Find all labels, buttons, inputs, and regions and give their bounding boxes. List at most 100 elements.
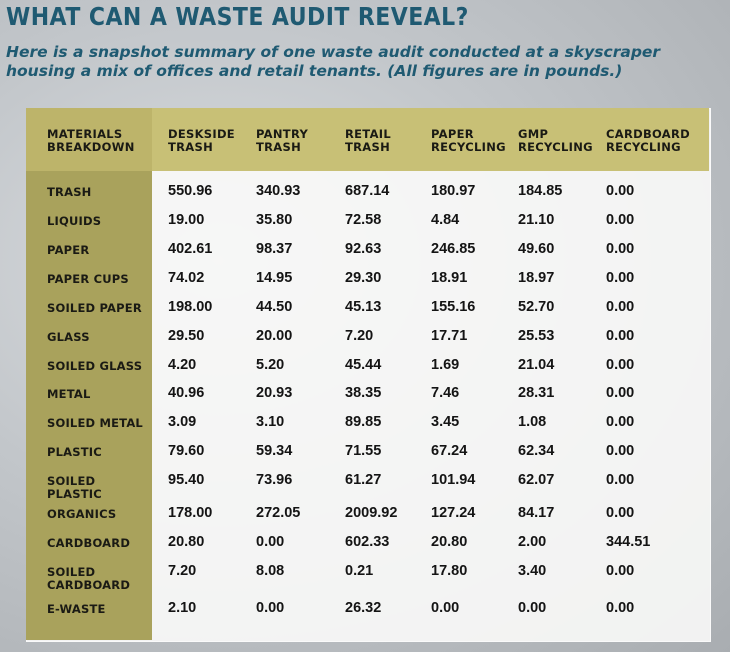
table-cell: 155.16 [431, 299, 476, 315]
table-cell: 402.61 [168, 241, 213, 257]
table-cell: 20.80 [168, 534, 205, 550]
table-cell: 0.00 [606, 600, 635, 616]
table-cell: 21.10 [518, 212, 555, 228]
row-label-glass: GLASS [47, 330, 90, 344]
table-cell: 0.00 [606, 299, 635, 315]
row-label-e-waste: E-WASTE [47, 602, 106, 616]
table-cell: 45.44 [345, 357, 382, 373]
row-label-organics: ORGANICS [47, 507, 117, 521]
page-subtitle: Here is a snapshot summary of one waste … [6, 43, 661, 80]
page-title: WHAT CAN A WASTE AUDIT REVEAL? [6, 2, 469, 31]
table-cell: 49.60 [518, 241, 555, 257]
column-header-deskside-trash: DESKSIDE TRASH [168, 127, 235, 154]
table-cell: 20.80 [431, 534, 468, 550]
table-cell: 550.96 [168, 183, 213, 199]
table-cell: 0.21 [345, 563, 374, 579]
row-label-column [26, 108, 152, 640]
table-cell: 7.20 [168, 563, 197, 579]
column-header-paper-recycling: PAPER RECYCLING [431, 127, 506, 154]
table-cell: 4.84 [431, 212, 460, 228]
table-cell: 0.00 [606, 183, 635, 199]
table-cell: 95.40 [168, 472, 205, 488]
table-cell: 2009.92 [345, 505, 398, 521]
table-cell: 67.24 [431, 443, 468, 459]
row-label-paper-cups: PAPER CUPS [47, 272, 129, 286]
table-cell: 61.27 [345, 472, 382, 488]
table-cell: 0.00 [256, 534, 285, 550]
table-cell: 19.00 [168, 212, 205, 228]
row-label-plastic: PLASTIC [47, 445, 102, 459]
row-label-metal: METAL [47, 387, 91, 401]
table-cell: 184.85 [518, 183, 563, 199]
table-cell: 340.93 [256, 183, 301, 199]
table-cell: 3.45 [431, 414, 460, 430]
table-cell: 29.50 [168, 328, 205, 344]
table-cell: 344.51 [606, 534, 651, 550]
table-cell: 72.58 [345, 212, 382, 228]
row-label-liquids: LIQUIDS [47, 214, 102, 228]
table-cell: 4.20 [168, 357, 197, 373]
table-cell: 45.13 [345, 299, 382, 315]
table-cell: 2.00 [518, 534, 547, 550]
table-cell: 28.31 [518, 385, 555, 401]
table-cell: 0.00 [606, 328, 635, 344]
table-cell: 98.37 [256, 241, 293, 257]
table-cell: 0.00 [431, 600, 460, 616]
table-cell: 1.69 [431, 357, 460, 373]
table-cell: 89.85 [345, 414, 382, 430]
table-cell: 8.08 [256, 563, 285, 579]
table-cell: 3.09 [168, 414, 197, 430]
table-cell: 0.00 [606, 241, 635, 257]
table-cell: 0.00 [606, 270, 635, 286]
table-cell: 14.95 [256, 270, 293, 286]
table-cell: 180.97 [431, 183, 476, 199]
table-cell: 79.60 [168, 443, 205, 459]
table-cell: 0.00 [606, 414, 635, 430]
table-cell: 0.00 [518, 600, 547, 616]
table-cell: 38.35 [345, 385, 382, 401]
table-cell: 26.32 [345, 600, 382, 616]
table-cell: 0.00 [606, 212, 635, 228]
table-cell: 687.14 [345, 183, 390, 199]
row-label-soiled-plastic: SOILED PLASTIC [47, 474, 102, 501]
table-cell: 0.00 [606, 385, 635, 401]
row-label-soiled-glass: SOILED GLASS [47, 359, 143, 373]
column-header-pantry-trash: PANTRY TRASH [256, 127, 309, 154]
table-cell: 602.33 [345, 534, 390, 550]
table-cell: 71.55 [345, 443, 382, 459]
table-cell: 92.63 [345, 241, 382, 257]
row-label-paper: PAPER [47, 243, 90, 257]
table-cell: 18.91 [431, 270, 468, 286]
table-cell: 272.05 [256, 505, 301, 521]
row-label-trash: TRASH [47, 185, 92, 199]
table-cell: 25.53 [518, 328, 555, 344]
table-cell: 59.34 [256, 443, 293, 459]
table-cell: 40.96 [168, 385, 205, 401]
header-materials-breakdown: MATERIALS BREAKDOWN [47, 127, 135, 154]
table-cell: 3.10 [256, 414, 285, 430]
table-cell: 127.24 [431, 505, 476, 521]
table-cell: 7.46 [431, 385, 460, 401]
table-cell: 1.08 [518, 414, 547, 430]
table-cell: 17.71 [431, 328, 468, 344]
table-cell: 44.50 [256, 299, 293, 315]
column-header-retail-trash: RETAIL TRASH [345, 127, 391, 154]
table-cell: 73.96 [256, 472, 293, 488]
row-label-cardboard: CARDBOARD [47, 536, 131, 550]
table-cell: 62.07 [518, 472, 555, 488]
table-cell: 0.00 [606, 443, 635, 459]
table-cell: 84.17 [518, 505, 555, 521]
table-cell: 0.00 [606, 357, 635, 373]
row-label-soiled-metal: SOILED METAL [47, 416, 143, 430]
table-cell: 21.04 [518, 357, 555, 373]
table-cell: 178.00 [168, 505, 213, 521]
row-label-soiled-paper: SOILED PAPER [47, 301, 142, 315]
table-cell: 17.80 [431, 563, 468, 579]
row-label-soiled-cardboard: SOILED CARDBOARD [47, 565, 131, 592]
table-cell: 0.00 [606, 563, 635, 579]
table-cell: 52.70 [518, 299, 555, 315]
column-header-gmp-recycling: GMP RECYCLING [518, 127, 593, 154]
table-cell: 20.93 [256, 385, 293, 401]
table-cell: 0.00 [606, 472, 635, 488]
table-cell: 18.97 [518, 270, 555, 286]
